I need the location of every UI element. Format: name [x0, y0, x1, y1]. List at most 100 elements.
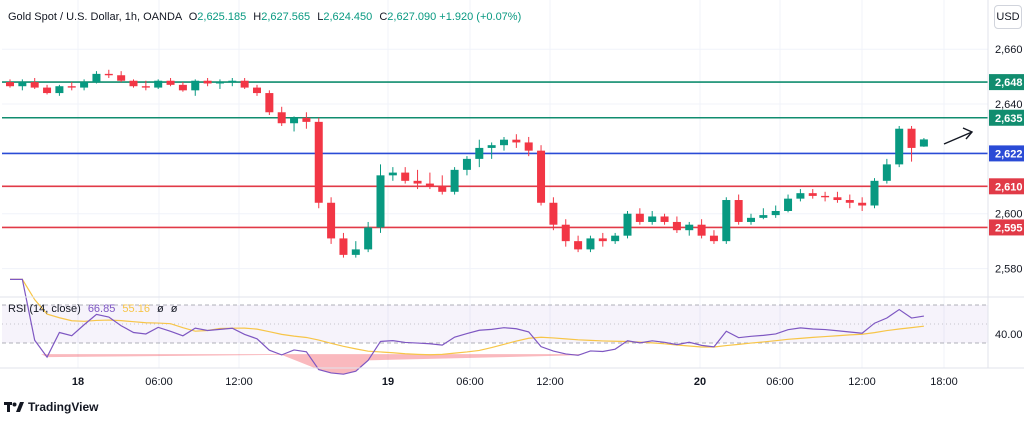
- candle-body: [870, 180, 879, 206]
- candle-body: [709, 235, 718, 242]
- candle-body: [462, 158, 471, 170]
- level-label: 2,610: [995, 181, 1023, 193]
- candle-body: [339, 238, 348, 255]
- candle-body: [80, 82, 89, 88]
- candle-body: [203, 80, 212, 84]
- low-value: 2,624.450: [323, 11, 373, 23]
- candle-body: [796, 193, 805, 199]
- candle-body: [697, 224, 706, 236]
- level-tag-current: [989, 145, 1024, 162]
- candle-body: [228, 80, 237, 83]
- candle-body: [55, 86, 64, 94]
- candle-body: [166, 80, 175, 85]
- candle-body: [648, 216, 657, 222]
- arrow-annotation: [943, 127, 974, 145]
- y-tick-label: 2,580: [995, 264, 1023, 276]
- candle-body: [364, 227, 373, 250]
- symbol-title: Gold Spot / U.S. Dollar, 1h, OANDA: [8, 11, 182, 23]
- candle-body: [537, 150, 546, 203]
- candle-body: [907, 128, 916, 148]
- candle-body: [277, 112, 286, 124]
- tradingview-brand[interactable]: TradingView: [4, 400, 98, 414]
- candle-body: [685, 224, 694, 231]
- level-label: 2,635: [995, 113, 1023, 125]
- candle-body: [784, 198, 793, 211]
- close-value: 2,627.090: [387, 11, 437, 23]
- x-tick-label: 06:00: [145, 376, 173, 388]
- open-label: O: [188, 11, 198, 23]
- candle-body: [302, 117, 311, 122]
- candle-body: [141, 86, 150, 88]
- candle-body: [253, 87, 261, 94]
- candle-body: [586, 238, 595, 250]
- candle-body: [660, 216, 669, 222]
- x-tick-label: 19: [382, 376, 394, 388]
- x-tick-label: 06:00: [766, 376, 794, 388]
- candle-body: [6, 82, 14, 87]
- chart-legend: Gold Spot / U.S. Dollar, 1h, OANDA O2,62…: [8, 11, 521, 23]
- candle-body: [487, 145, 496, 148]
- x-tick-label: 20: [694, 376, 706, 388]
- low-label: L: [317, 11, 324, 23]
- candle-body: [117, 75, 126, 81]
- high-value: 2,627.565: [261, 11, 311, 23]
- candle-body: [672, 221, 681, 231]
- candle-body: [771, 210, 780, 216]
- candle-body: [895, 128, 904, 165]
- candle-body: [598, 238, 607, 242]
- x-tick-label: 18:00: [930, 376, 958, 388]
- candle-body: [413, 180, 422, 184]
- x-tick-label: 18: [72, 376, 84, 388]
- y-tick-label: 2,660: [995, 44, 1023, 56]
- x-tick-label: 12:00: [848, 376, 876, 388]
- candle-body: [919, 139, 928, 147]
- candle-body: [635, 213, 644, 222]
- candle-body: [67, 86, 76, 88]
- x-tick-label: 12:00: [536, 376, 564, 388]
- price-grid: [2, 0, 988, 368]
- rsi-pane: [10, 278, 924, 375]
- candle-body: [845, 200, 854, 203]
- candle-body: [43, 87, 52, 94]
- candle-body: [401, 172, 410, 181]
- rsi-ma-value: 55.16: [122, 303, 150, 315]
- x-tick-label: 12:00: [225, 376, 253, 388]
- candle-body: [92, 73, 101, 83]
- level-tag-resistance: [989, 109, 1024, 126]
- candle-body: [265, 93, 274, 113]
- candle-body: [611, 235, 620, 242]
- y-tick-label: 2,600: [995, 209, 1023, 221]
- candle-body: [178, 84, 187, 91]
- time-axis: 18 06:00 12:00 19 06:00 12:00 20 06:00 12:00 18:0…: [72, 376, 958, 388]
- candle-body: [882, 164, 891, 181]
- candle-body: [18, 82, 27, 87]
- candle-body: [351, 249, 360, 255]
- candle-body: [129, 80, 138, 87]
- candle-body: [438, 186, 447, 192]
- currency-button[interactable]: USD: [994, 5, 1022, 29]
- level-tag-support: [989, 178, 1024, 195]
- candle-body: [561, 224, 570, 242]
- candle-body: [290, 117, 299, 124]
- rsi-ma-line: [10, 278, 924, 356]
- candle-body: [240, 80, 249, 88]
- candle-body: [30, 82, 39, 88]
- open-value: 2,625.185: [197, 11, 247, 23]
- level-label: 2,622: [995, 148, 1023, 160]
- x-tick-label: 06:00: [456, 376, 484, 388]
- candle-body: [821, 195, 830, 198]
- candle-body: [524, 142, 533, 151]
- candle-body: [376, 175, 385, 228]
- horizontal-levels: [2, 81, 988, 229]
- rsi-oversold-fill: [41, 354, 585, 375]
- change-value: +1.920 (+0.07%): [439, 11, 522, 23]
- high-label: H: [253, 11, 262, 23]
- candle-body: [425, 183, 434, 187]
- candle-body: [104, 73, 113, 76]
- candle-body: [314, 121, 323, 203]
- tradingview-logo-icon: [4, 402, 24, 412]
- level-tag-resistance: [989, 74, 1024, 91]
- candle-body: [191, 80, 200, 91]
- brand-name: TradingView: [28, 400, 99, 414]
